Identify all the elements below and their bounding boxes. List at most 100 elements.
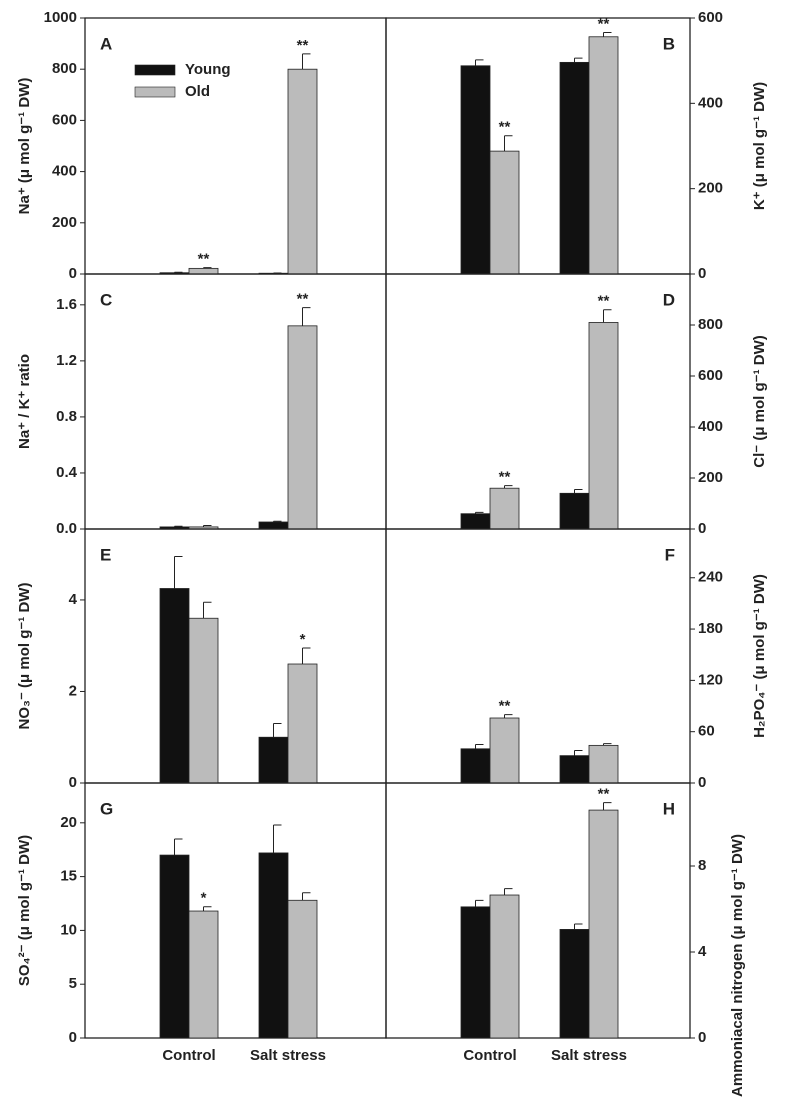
y-axis-label: Ammoniacal nitrogen (μ mol g⁻¹ DW) [729,834,746,1097]
panel-letter: C [100,290,112,309]
y-tick-label: 4 [698,943,707,960]
bar [461,907,490,1038]
error-bar [505,715,513,718]
panel-frame [85,529,386,783]
error-bar [175,839,183,855]
significance-label: ** [598,786,610,803]
y-tick-label: 0 [698,265,706,282]
error-bar [274,825,282,853]
bar [490,895,519,1038]
y-tick-label: 0.4 [56,464,78,481]
bar [560,493,589,529]
y-axis-label: SO₄²⁻ (μ mol g⁻¹ DW) [16,835,33,986]
y-tick-label: 600 [698,9,723,26]
bar [160,588,189,783]
significance-label: ** [598,293,610,310]
bar [160,855,189,1038]
y-tick-label: 10 [60,921,77,938]
y-tick-label: 1000 [44,9,77,26]
panel-letter: D [663,290,675,309]
y-axis-label: NO₃⁻ (μ mol g⁻¹ DW) [16,583,33,730]
y-tick-label: 400 [698,94,723,111]
error-bar [303,308,311,326]
y-axis-label: Na⁺ (μ mol g⁻¹ DW) [16,78,33,215]
y-tick-label: 0 [698,774,706,791]
legend-label: Old [185,83,210,100]
x-tick-label: Control [463,1047,516,1064]
legend-swatch [135,87,175,97]
error-bar [604,33,612,37]
bar [461,514,490,529]
legend-label: Young [185,61,231,78]
y-tick-label: 8 [698,857,706,874]
error-bar [303,648,311,664]
panel-frame [386,783,690,1038]
error-bar [505,889,513,895]
panel-frame [386,274,690,529]
y-tick-label: 600 [698,367,723,384]
y-tick-label: 0.8 [56,408,77,425]
bar [189,911,218,1038]
y-tick-label: 400 [698,418,723,435]
y-axis-label: K⁺ (μ mol g⁻¹ DW) [751,82,768,210]
significance-label: * [300,631,306,648]
y-tick-label: 0 [69,265,77,282]
bar [589,745,618,783]
bar [189,268,218,274]
panel-letter: G [100,799,113,818]
bar [589,810,618,1038]
y-axis-label: Cl⁻ (μ mol g⁻¹ DW) [751,335,768,468]
error-bar [575,58,583,62]
bar [490,488,519,529]
error-bar [303,893,311,901]
y-tick-label: 0 [698,1029,706,1046]
error-bar [175,272,183,273]
bar [259,853,288,1038]
x-tick-label: Salt stress [551,1047,627,1064]
panel-letter: A [100,34,112,53]
significance-label: ** [297,291,309,308]
bar [560,756,589,783]
bar [288,900,317,1038]
error-bar [476,900,484,906]
bar [288,664,317,783]
significance-label: ** [499,469,511,486]
y-tick-label: 240 [698,569,723,586]
bar [560,62,589,274]
bar [490,151,519,274]
bar [189,618,218,783]
error-bar [204,602,212,618]
error-bar [476,60,484,66]
y-tick-label: 0 [69,774,77,791]
error-bar [575,924,583,929]
y-tick-label: 800 [52,60,77,77]
y-tick-label: 800 [698,316,723,333]
y-tick-label: 1.6 [56,296,77,313]
y-tick-label: 2 [69,682,77,699]
error-bar [204,907,212,911]
bar [288,69,317,274]
bar [288,326,317,529]
bar [259,522,288,529]
y-tick-label: 200 [52,214,77,231]
significance-label: ** [297,37,309,54]
y-tick-label: 4 [69,591,78,608]
y-tick-label: 1.2 [56,352,77,369]
y-tick-label: 200 [698,469,723,486]
y-tick-label: 0.0 [56,520,77,537]
significance-label: ** [198,251,210,268]
error-bar [175,556,183,588]
y-tick-label: 200 [698,180,723,197]
y-tick-label: 0 [69,1029,77,1046]
error-bar [274,724,282,738]
y-axis-label: H₂PO₄⁻ (μ mol g⁻¹ DW) [751,574,768,738]
significance-label: ** [499,698,511,715]
y-tick-label: 0 [698,520,706,537]
bar [259,737,288,783]
y-tick-label: 400 [52,163,77,180]
y-axis-label: Na⁺ / K⁺ ratio [16,354,33,449]
bar [461,749,490,783]
error-bar [604,803,612,811]
panel-frame [386,18,690,274]
